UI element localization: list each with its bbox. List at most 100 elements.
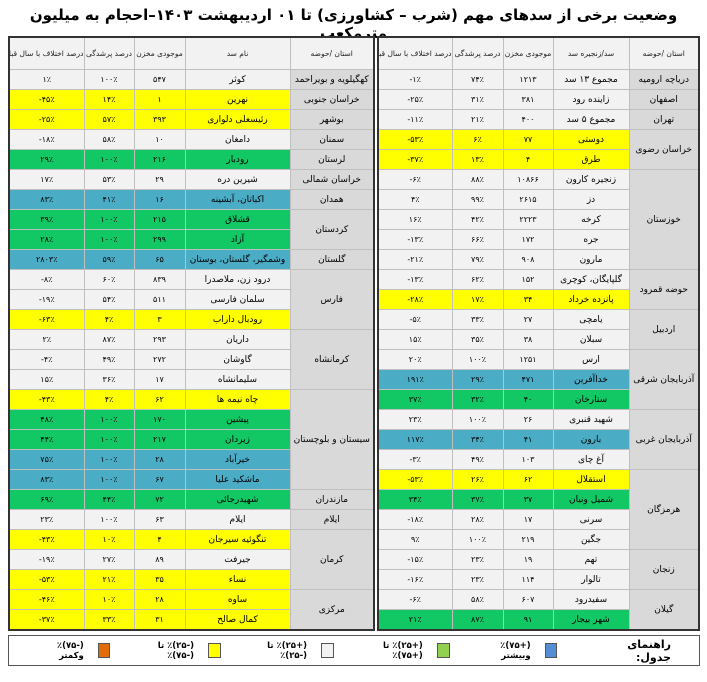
- fill-cell: ۵۷٪: [83, 109, 135, 130]
- fill-cell: ۶۶٪: [451, 229, 504, 250]
- fill-cell: ۴۴٪: [83, 489, 135, 510]
- fill-cell: ۴۱٪: [83, 189, 135, 210]
- province-cell: زنجان: [628, 549, 700, 590]
- fill-cell: ۵۳٪: [83, 169, 135, 190]
- table-row: مرکزی ساوه ۲۸ ۱۰٪ -۴۶٪: [8, 589, 375, 631]
- province-cell: گلستان: [289, 249, 375, 270]
- storage-cell: ۵۴۷: [133, 69, 186, 90]
- fill-cell: ۱۴٪: [83, 89, 135, 110]
- dam-name-cell: بارون: [552, 429, 630, 450]
- diff-cell: -۴٪: [8, 349, 85, 370]
- fill-cell: ۹۹٪: [451, 189, 504, 210]
- fill-cell: ۱۰٪: [83, 589, 135, 610]
- fill-cell: ۲۹٪: [451, 369, 504, 390]
- legend-label: (+۲۵)٪ تا (-۲۵)٪: [267, 640, 307, 661]
- fill-cell: ۱۰۰٪: [83, 209, 135, 230]
- dam-name-cell: چاه نیمه ها: [184, 389, 291, 410]
- diff-cell: ۱۱۷٪: [377, 429, 453, 450]
- header-province: استان /حوضه: [289, 36, 375, 70]
- storage-cell: ۱۰: [133, 129, 186, 150]
- dam-name-cell: رودبال داراب: [184, 309, 291, 330]
- dam-name-cell: تنگوئیه سیرجان: [184, 529, 291, 550]
- dam-name-cell: کوثر: [184, 69, 291, 90]
- storage-cell: ۶۷: [133, 469, 186, 490]
- diff-cell: ۳۴٪: [377, 489, 453, 510]
- province-cell: خراسان شمالی: [289, 169, 375, 190]
- table-row: خوزستان زنجیره کارون ۱۰۸۶۶ ۸۸٪ -۶٪: [377, 169, 700, 270]
- table-row: گلستان وشمگیر، گلستان، بوستان ۶۵ ۵۹٪ ۲۸۰۳٪: [8, 249, 375, 270]
- fill-cell: ۵۸٪: [451, 589, 504, 610]
- province-cell: ایلام: [289, 509, 375, 530]
- table-row: حوضه قمرود گلپایگان، کوچری ۱۵۲ ۶۲٪ -۱۳٪: [377, 269, 700, 310]
- storage-cell: ۲۶۱۵: [502, 189, 554, 210]
- storage-cell: ۷۷: [502, 129, 554, 150]
- table-row: خداآفرین ۴۷۱ ۲۹٪ ۱۹۱٪: [377, 369, 699, 390]
- table-row: کمال صالح ۳۱ ۳۳٪ -۳۷٪: [8, 609, 374, 631]
- fill-cell: ۴۹٪: [451, 449, 504, 470]
- fill-cell: ۳۳٪: [83, 609, 135, 631]
- legend-label: (-۲۵)٪ تا (-۷۵)٪: [157, 640, 194, 661]
- storage-cell: ۱۹: [502, 549, 554, 570]
- dam-name-cell: ارس: [552, 349, 630, 370]
- storage-cell: ۳۵: [133, 569, 186, 590]
- diff-cell: ۲٪: [8, 329, 85, 350]
- fill-cell: ۱۰۰٪: [83, 469, 135, 490]
- dam-name-cell: زیردان: [184, 429, 291, 450]
- header-fill: درصد پرشدگی: [451, 36, 504, 70]
- table-row: مازندران شهیدرجائی ۷۲ ۴۴٪ ۶۹٪: [8, 489, 375, 510]
- fill-cell: ۶٪: [451, 129, 504, 150]
- diff-cell: ۶۹٪: [8, 489, 85, 510]
- dam-name-cell: دامغان: [184, 129, 291, 150]
- storage-cell: ۳۴: [502, 289, 554, 310]
- fill-cell: ۱۰۰٪: [83, 69, 135, 90]
- table-row: جیرفت ۸۹ ۲۷٪ -۱۹٪: [8, 549, 374, 570]
- diff-cell: -۶٪: [377, 169, 453, 190]
- table-row: خیرآباد ۲۸ ۱۰۰٪ ۷۵٪: [8, 449, 374, 470]
- dam-name-cell: گلپایگان، کوچری: [552, 269, 630, 290]
- header-dam: نام سد: [184, 36, 291, 70]
- diff-cell: ۲۸٪: [8, 229, 85, 250]
- fill-cell: ۲۳٪: [451, 549, 504, 570]
- fill-cell: ۵۴٪: [83, 289, 135, 310]
- table-row: همدان اکباتان، آبشینه ۱۶ ۴۱٪ ۸۳٪: [8, 189, 375, 210]
- diff-cell: ۳۷٪: [377, 389, 453, 410]
- diff-cell: -۱۶٪: [377, 569, 453, 590]
- fill-cell: ۳۱٪: [451, 89, 504, 110]
- fill-cell: ۷۴٪: [451, 69, 504, 90]
- table-row: ماشکید علیا ۶۷ ۱۰۰٪ ۸۳٪: [8, 469, 374, 490]
- diff-cell: ۱۵٪: [8, 369, 85, 390]
- fill-cell: ۱۰۰٪: [83, 509, 135, 530]
- legend-item: (+۷۵)٪ وبیشتر: [486, 641, 558, 661]
- legend: راهنمای جدول: (+۷۵)٪ وبیشتر (+۲۵)٪ تا (+۷…: [8, 635, 700, 666]
- storage-cell: ۱۷۰: [133, 409, 186, 430]
- storage-cell: ۱۷: [502, 509, 554, 530]
- province-cell: تهران: [628, 109, 700, 130]
- storage-cell: ۲۹۹: [133, 229, 186, 250]
- dam-table-left: استان /حوضه نام سد موجودی مخزن درصد پرشدگی د…: [8, 36, 375, 631]
- dam-name-cell: ایلام: [184, 509, 291, 530]
- storage-cell: ۲۱۹: [502, 529, 554, 550]
- table-row: کردستان قشلاق ۲۱۵ ۱۰۰٪ ۳۹٪: [8, 209, 375, 250]
- storage-cell: ۶۰۷: [502, 589, 554, 610]
- table-row: فارس درود زن، ملاصدرا ۸۳۹ ۶۰٪ -۸٪: [8, 269, 375, 330]
- table-row: کرمانشاه داریان ۲۹۳ ۸۷٪ ۲٪: [8, 329, 375, 390]
- storage-cell: ۳۷: [502, 489, 554, 510]
- dam-name-cell: مارون: [552, 249, 630, 270]
- dam-table-right: استان /حوضه سد/زنجیره سد موجودی مخزن درصد پ…: [377, 36, 700, 631]
- storage-cell: ۱۷۲: [502, 229, 554, 250]
- diff-cell: ۴٪: [377, 189, 453, 210]
- storage-cell: ۲۷۲: [133, 349, 186, 370]
- table-row: دریاچه ارومیه مجموع ۱۳ سد ۱۲۱۳ ۷۴٪ -۱٪: [377, 69, 700, 90]
- dam-name-cell: ماشکید علیا: [184, 469, 291, 490]
- fill-cell: ۵۹٪: [83, 249, 135, 270]
- diff-cell: -۵۳٪: [8, 569, 85, 590]
- province-cell: دریاچه ارومیه: [628, 69, 700, 90]
- diff-cell: -۸٪: [8, 269, 85, 290]
- diff-cell: ۷۵٪: [8, 449, 85, 470]
- storage-cell: ۱: [133, 89, 186, 110]
- diff-cell: ۲۳٪: [377, 409, 453, 430]
- table-row: شهر بیجار ۹۱ ۸۷٪ ۲۱٪: [377, 609, 699, 631]
- dam-name-cell: سرنی: [552, 509, 630, 530]
- fill-cell: ۲۶٪: [451, 469, 504, 490]
- diff-cell: ۸۳٪: [8, 469, 85, 490]
